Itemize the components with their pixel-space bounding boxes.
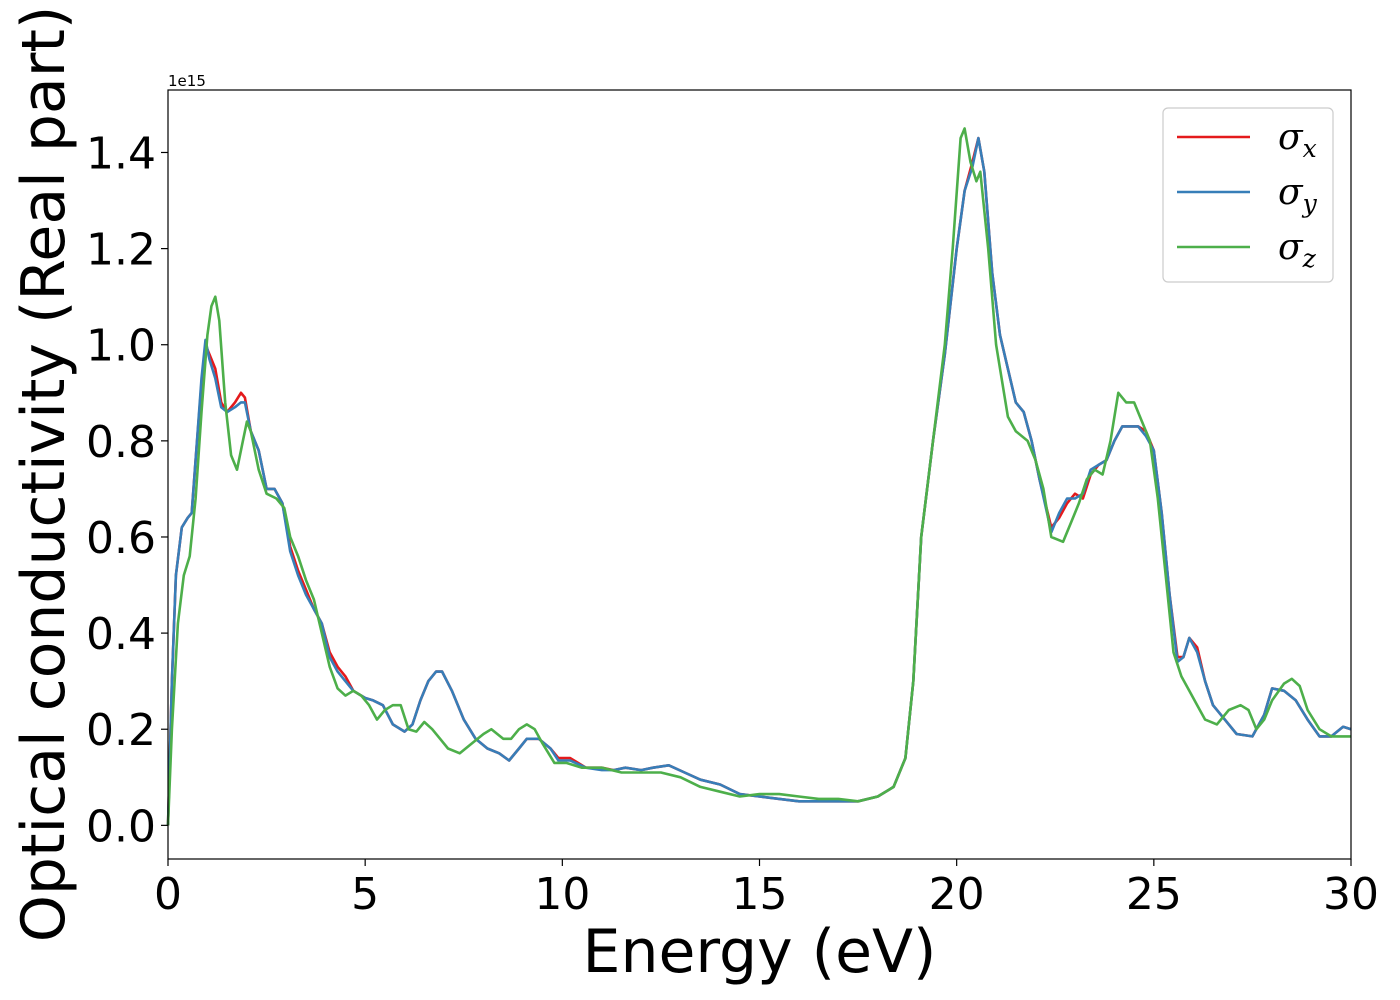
x-tick-label: 10 xyxy=(534,869,590,920)
legend-subscript-y: y xyxy=(1302,189,1318,218)
x-tick-label: 5 xyxy=(351,869,379,920)
y-tick-label: 0.2 xyxy=(86,705,156,756)
y-tick-label: 1.4 xyxy=(86,128,156,179)
y-tick-label: 0.4 xyxy=(86,609,156,660)
y-tick-label: 1.0 xyxy=(86,321,156,372)
y-tick-label: 1.2 xyxy=(86,225,156,276)
y-axis-label: Optical conductivity (Real part) xyxy=(9,6,79,943)
legend-subscript-z: z xyxy=(1302,244,1317,273)
y-tick-label: 0.8 xyxy=(86,417,156,468)
legend-subscript-x: x xyxy=(1303,134,1317,163)
x-tick-label: 30 xyxy=(1323,869,1379,920)
plot-lines xyxy=(166,127,1352,826)
x-tick-label: 0 xyxy=(154,869,182,920)
x-tick-label: 15 xyxy=(732,869,788,920)
y-tick-label: 0.0 xyxy=(86,801,156,852)
x-axis-label: Energy (eV) xyxy=(583,917,937,987)
series-line-z xyxy=(166,127,1351,826)
x-tick-label: 20 xyxy=(929,869,985,920)
y-offset-text: 1e15 xyxy=(168,72,206,90)
x-tick-label: 25 xyxy=(1126,869,1182,920)
x-axis: 0 5 10 15 20 25 30 xyxy=(154,859,1379,920)
y-tick-label: 0.6 xyxy=(86,513,156,564)
legend-frame xyxy=(1162,107,1334,283)
y-axis: 0.0 0.2 0.4 0.6 0.8 1.0 1.2 1.4 xyxy=(86,128,168,852)
